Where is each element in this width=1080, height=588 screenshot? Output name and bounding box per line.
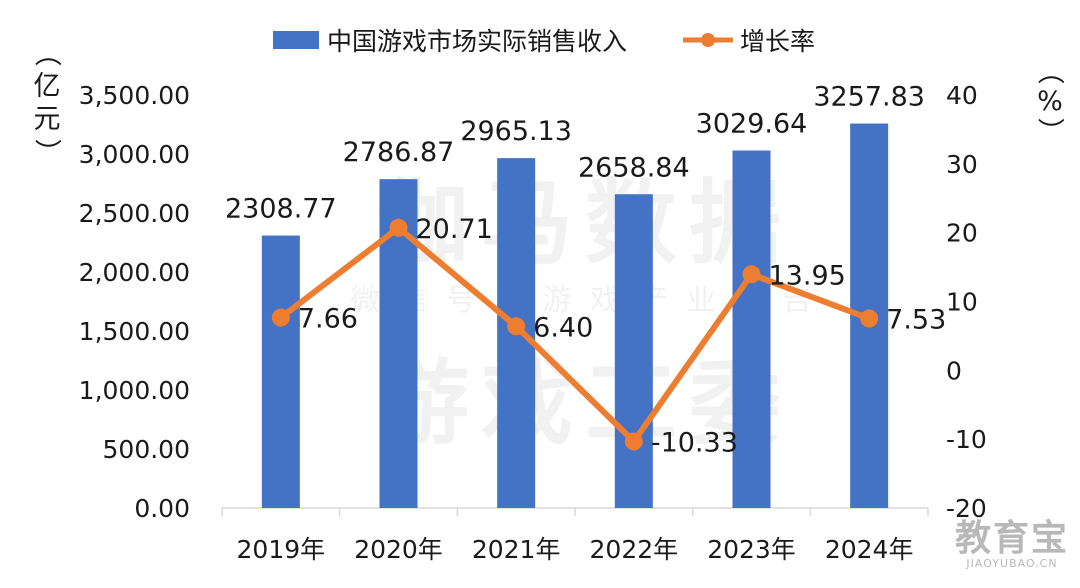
bar-value-label: 2308.77 [225,194,337,225]
legend: 中国游戏市场实际销售收入 增长率 [273,27,815,56]
logo-main: 教育宝 [955,518,1069,559]
y-right-unit-char: （ [1034,58,1065,85]
line-value-label: 7.53 [886,305,946,336]
bar [614,194,653,508]
y-right-tick-label: -20 [946,494,987,523]
line-point [389,218,408,237]
line-point [742,265,761,284]
y-right-tick-label: -10 [946,425,987,454]
bar [261,235,300,509]
y-left-unit-char: 亿 [34,71,61,102]
y-right-unit-char: % [1037,86,1063,117]
legend-bar-swatch [273,31,319,49]
y-right-ticks: 40 30 20 10 0 -10 -20 [946,81,987,523]
y-left-unit: （ 亿元 ） [31,40,62,166]
line-value-label: 20.71 [416,214,493,245]
bar-value-label: 2658.84 [578,152,690,183]
y-left-tick-label: 1,000.00 [79,376,190,405]
y-left-tick-label: 500.00 [103,435,190,464]
line-value-label: -10.33 [651,427,738,458]
legend-line-label: 增长率 [740,27,815,56]
x-category-label: 2020年 [354,535,443,564]
x-category-label: 2024年 [825,535,914,564]
y-left-tick-label: 2,000.00 [79,258,190,287]
y-left-unit-char: ） [31,139,62,166]
line-point [271,308,290,327]
x-category-label: 2021年 [472,535,561,564]
bar-data-labels: 2308.772786.872965.132658.843029.643257.… [225,82,925,225]
legend-line-marker [701,33,715,47]
y-left-tick-label: 2,500.00 [79,199,190,228]
y-right-unit: （%） [1034,58,1065,145]
line-point [860,309,879,328]
watermark-main: 伽马数据 [377,170,793,277]
y-right-tick-label: 20 [946,219,978,248]
bar-value-label: 2786.87 [343,137,455,168]
y-left-unit-char: （ [31,40,62,67]
legend-bar-label: 中国游戏市场实际销售收入 [327,27,627,56]
y-right-tick-label: 10 [946,288,978,317]
bar-value-label: 3257.83 [813,82,925,113]
y-left-tick-label: 0.00 [134,494,190,523]
watermark-bottom: 游戏工委 [377,350,793,457]
line-data-labels: 7.66 20.71 6.40 -10.33 13.95 7.53 [298,214,946,459]
y-left-unit-char: 元 [34,104,61,135]
line-value-label: 7.66 [298,304,358,335]
bar-value-label: 3029.64 [696,109,808,140]
y-left-ticks: 3,500.00 3,000.00 2,500.00 2,000.00 1,500.00… [79,81,190,523]
y-left-tick-label: 1,500.00 [79,317,190,346]
y-left-tick-label: 3,000.00 [79,140,190,169]
x-axis [221,507,929,516]
line-value-label: 6.40 [533,312,593,343]
y-right-tick-label: 0 [946,356,962,385]
line-point [507,317,526,336]
logo: 教育宝 JIAOYUBAO.CN [955,518,1069,570]
line-value-label: 13.95 [769,260,846,291]
y-right-unit-char: ） [1034,118,1065,145]
x-category-label: 2019年 [237,535,326,564]
logo-sub: JIAOYUBAO.CN [965,557,1057,570]
bar-value-label: 2965.13 [460,116,572,147]
bar-series [261,123,889,509]
growth-line [279,224,871,445]
y-right-tick-label: 40 [946,81,978,110]
y-right-tick-label: 30 [946,150,978,179]
bar [732,150,771,508]
x-categories: 2019年 2020年 2021年 2022年 2023年 2024年 [237,535,914,564]
line-point [624,432,643,451]
x-category-label: 2023年 [707,535,796,564]
line-series [271,218,879,451]
x-category-label: 2022年 [590,535,679,564]
y-left-tick-label: 3,500.00 [79,81,190,110]
